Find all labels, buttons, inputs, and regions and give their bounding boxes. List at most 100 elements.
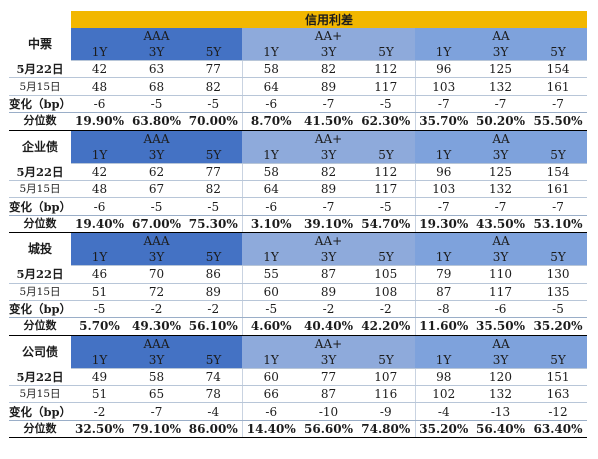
value-cell: 89: [300, 77, 357, 96]
value-cell: 130: [529, 265, 588, 284]
value-cell: 87: [300, 385, 357, 404]
value-cell: 51: [71, 385, 128, 404]
rating-group-label: AAA: [71, 28, 242, 44]
date1-row: 5月22日 46 70 86 55 87 105 79 110 130: [9, 265, 588, 284]
value-cell: 70.00%: [185, 112, 243, 131]
value-cell: 63: [128, 60, 185, 79]
value-cell: 35.20%: [529, 317, 588, 336]
tenor-label: 5Y: [357, 44, 415, 61]
value-cell: 82: [185, 77, 243, 96]
value-cell: 72: [128, 283, 185, 301]
value-cell: 70: [128, 265, 185, 284]
tenor-label: 5Y: [529, 146, 588, 164]
value-cell: 96: [415, 60, 472, 79]
row-label: 5月15日: [9, 77, 71, 96]
value-cell: 82: [300, 60, 357, 79]
tenor-label: 5Y: [185, 351, 242, 369]
tenor-label: 5Y: [529, 351, 588, 369]
value-cell: 67: [128, 180, 185, 199]
value-cell: 48: [71, 180, 128, 199]
value-cell: 79.10%: [128, 420, 185, 439]
value-cell: 103: [415, 77, 472, 96]
value-cell: -6: [242, 197, 300, 216]
tenor-label: 1Y: [71, 44, 128, 61]
tenor-label: 3Y: [472, 146, 529, 164]
tenor-label: 5Y: [185, 44, 242, 61]
value-cell: 110: [472, 265, 529, 284]
value-cell: -5: [128, 197, 185, 216]
value-cell: 102: [415, 385, 472, 404]
value-cell: -7: [472, 95, 529, 114]
row-label: 分位数: [9, 112, 71, 131]
tenor-header-row: 1Y 3Y 5Y 1Y 3Y 5Y 1Y 3Y 5Y: [9, 249, 588, 267]
value-cell: 87: [300, 265, 357, 284]
row-label: 5月15日: [9, 180, 71, 199]
value-cell: 35.70%: [415, 112, 472, 131]
value-cell: -7: [415, 95, 472, 114]
value-cell: 86: [185, 265, 243, 284]
value-cell: 154: [529, 60, 588, 79]
row-label: 分位数: [9, 215, 71, 234]
date1-row: 5月22日 42 62 77 58 82 112 96 125 154: [9, 163, 588, 181]
rating-group-label: AA+: [242, 130, 415, 147]
value-cell: 55: [242, 265, 300, 284]
value-cell: 89: [300, 283, 357, 301]
tenor-label: 3Y: [472, 249, 529, 267]
value-cell: 103: [415, 180, 472, 199]
section-name: 城投: [27, 242, 52, 257]
value-cell: 32.50%: [71, 420, 128, 439]
tenor-label: 3Y: [300, 146, 357, 164]
value-cell: 112: [357, 60, 416, 79]
date1-row: 5月22日 42 63 77 58 82 112 96 125 154: [9, 60, 588, 79]
value-cell: -5: [128, 95, 185, 114]
value-cell: -10: [300, 402, 357, 421]
tenor-label: 1Y: [71, 146, 128, 164]
title-corner: [9, 11, 71, 28]
tenor-label: 1Y: [415, 44, 472, 61]
value-cell: -6: [242, 402, 300, 421]
value-cell: 8.70%: [242, 112, 300, 131]
value-cell: 77: [300, 368, 357, 387]
value-cell: 87: [415, 283, 472, 301]
value-cell: 55.50%: [529, 112, 588, 131]
tenor-label: 1Y: [242, 146, 300, 164]
date2-row: 5月15日 48 68 82 64 89 117 103 132 161: [9, 77, 588, 96]
value-cell: 56.10%: [185, 317, 243, 336]
value-cell: 5.70%: [71, 317, 128, 336]
value-cell: 35.20%: [415, 420, 472, 439]
value-cell: 40.40%: [300, 317, 357, 336]
value-cell: -5: [357, 197, 416, 216]
value-cell: -7: [472, 197, 529, 216]
value-cell: 60: [242, 368, 300, 387]
value-cell: 39.10%: [300, 215, 357, 234]
value-cell: 3.10%: [242, 215, 300, 234]
row-label: 变化（bp）: [9, 300, 71, 319]
tenor-label: 3Y: [300, 249, 357, 267]
tenor-label: 3Y: [128, 351, 185, 369]
value-cell: 19.90%: [71, 112, 128, 131]
value-cell: 43.50%: [472, 215, 529, 234]
value-cell: -6: [242, 95, 300, 114]
tenor-label: 1Y: [242, 351, 300, 369]
value-cell: 82: [300, 163, 357, 181]
rating-group-label: AA: [415, 232, 588, 250]
value-cell: 125: [472, 163, 529, 181]
row-label: 5月22日: [9, 163, 71, 181]
value-cell: 89: [185, 283, 243, 301]
value-cell: 151: [529, 368, 588, 387]
tenor-label: 5Y: [185, 249, 242, 267]
value-cell: 154: [529, 163, 588, 181]
percentile-row: 分位数 5.70% 49.30% 56.10% 4.60% 40.40% 42.20% 11.…: [9, 317, 588, 336]
value-cell: 11.60%: [415, 317, 472, 336]
title-row: 信用利差: [9, 11, 588, 28]
group-header-row: 中票 AAA AA+ AA: [9, 28, 588, 51]
value-cell: -7: [300, 197, 357, 216]
value-cell: 132: [472, 180, 529, 199]
date1-row: 5月22日 49 58 74 60 77 107 98 120 151: [9, 368, 588, 387]
value-cell: 14.40%: [242, 420, 300, 439]
value-cell: -7: [529, 95, 588, 114]
change-row: 变化（bp） -2 -7 -4 -6 -10 -9 -4 -13 -12: [9, 402, 588, 421]
value-cell: 4.60%: [242, 317, 300, 336]
date2-row: 5月15日 51 65 78 66 87 116 102 132 163: [9, 385, 588, 404]
value-cell: -7: [128, 402, 185, 421]
